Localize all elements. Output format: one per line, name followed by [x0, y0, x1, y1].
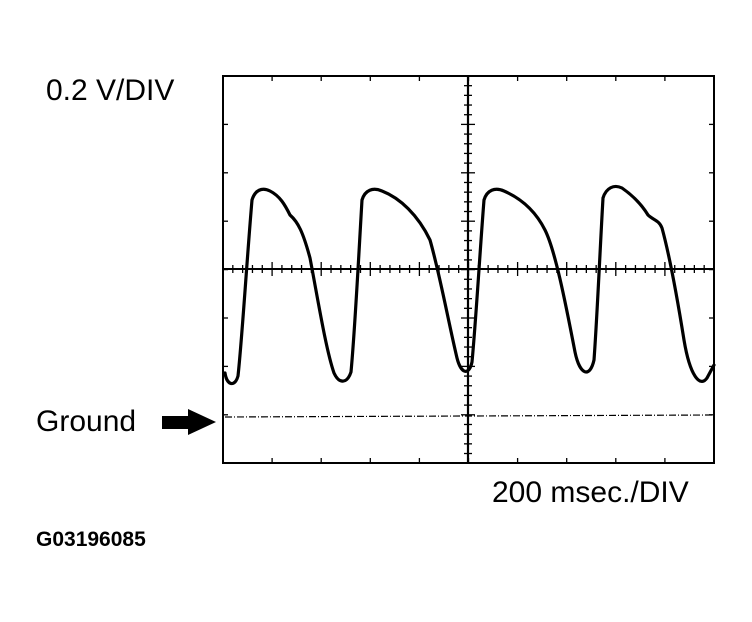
graticule-ticks: [222, 75, 715, 464]
right-arrow-icon: [162, 409, 216, 435]
volts-per-division-label: 0.2 V/DIV: [46, 74, 175, 107]
ground-label: Ground: [36, 405, 137, 438]
time-per-division-label: 200 msec./DIV: [492, 476, 689, 509]
signal-waveform: [223, 184, 716, 386]
figure-code: G03196085: [36, 528, 146, 551]
